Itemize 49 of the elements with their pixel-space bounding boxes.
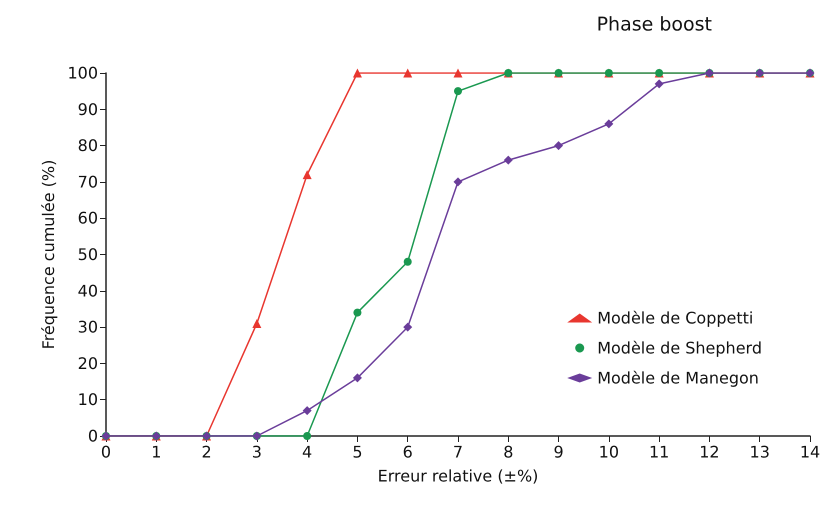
point [554,141,564,150]
x-tick-label: 3 [252,442,262,462]
point [303,432,312,440]
y-tick-label: 90 [78,100,98,119]
x-tick-label: 14 [800,442,820,462]
legend-label: Modèle de Shepherd [597,338,762,358]
point [654,79,664,88]
x-tick-label: 8 [503,442,514,462]
y-tick-label: 80 [78,136,98,156]
y-tick-label: 40 [78,281,98,300]
point [302,406,312,416]
x-tick-label: 13 [750,442,770,462]
y-tick-label: 50 [78,245,98,264]
x-tick-label: 4 [302,442,312,462]
point [404,258,412,266]
point [504,156,513,165]
x-tick-label: 10 [598,442,620,462]
y-tick-label: 10 [78,390,98,410]
y-tick-label: 100 [67,64,98,82]
x-tick-label: 12 [699,442,720,462]
point [352,68,362,78]
x-tick-label: 1 [151,442,162,462]
point [604,119,614,128]
x-tick-label: 7 [452,442,464,462]
x-tick-label: 5 [352,442,363,462]
point [252,318,262,328]
y-tick-label: 60 [78,208,98,228]
y-axis-title: Fréquence cumulée (%) [39,160,58,350]
point [403,68,412,78]
point [454,68,462,78]
point [352,373,362,382]
point [403,322,412,332]
point [353,308,362,317]
y-tick-label: 70 [78,172,98,192]
legend-label: Modèle de Coppetti [597,308,754,328]
y-tick-label: 30 [78,318,98,337]
x-tick-label: 6 [402,442,413,462]
y-tick-label: 0 [88,426,98,446]
x-tick-label: 0 [100,442,112,462]
x-tick-label: 2 [201,442,212,462]
x-axis-title: Erreur relative (±%) [378,466,538,486]
y-tick-label: 20 [78,354,98,373]
point [454,177,462,186]
chart-title: Phase boost [596,14,712,36]
point [454,87,462,96]
legend-label: Modèle de Manegon [597,368,759,388]
x-tick-label: 9 [553,442,564,462]
x-tick-label: 11 [648,442,670,462]
point [302,170,312,180]
